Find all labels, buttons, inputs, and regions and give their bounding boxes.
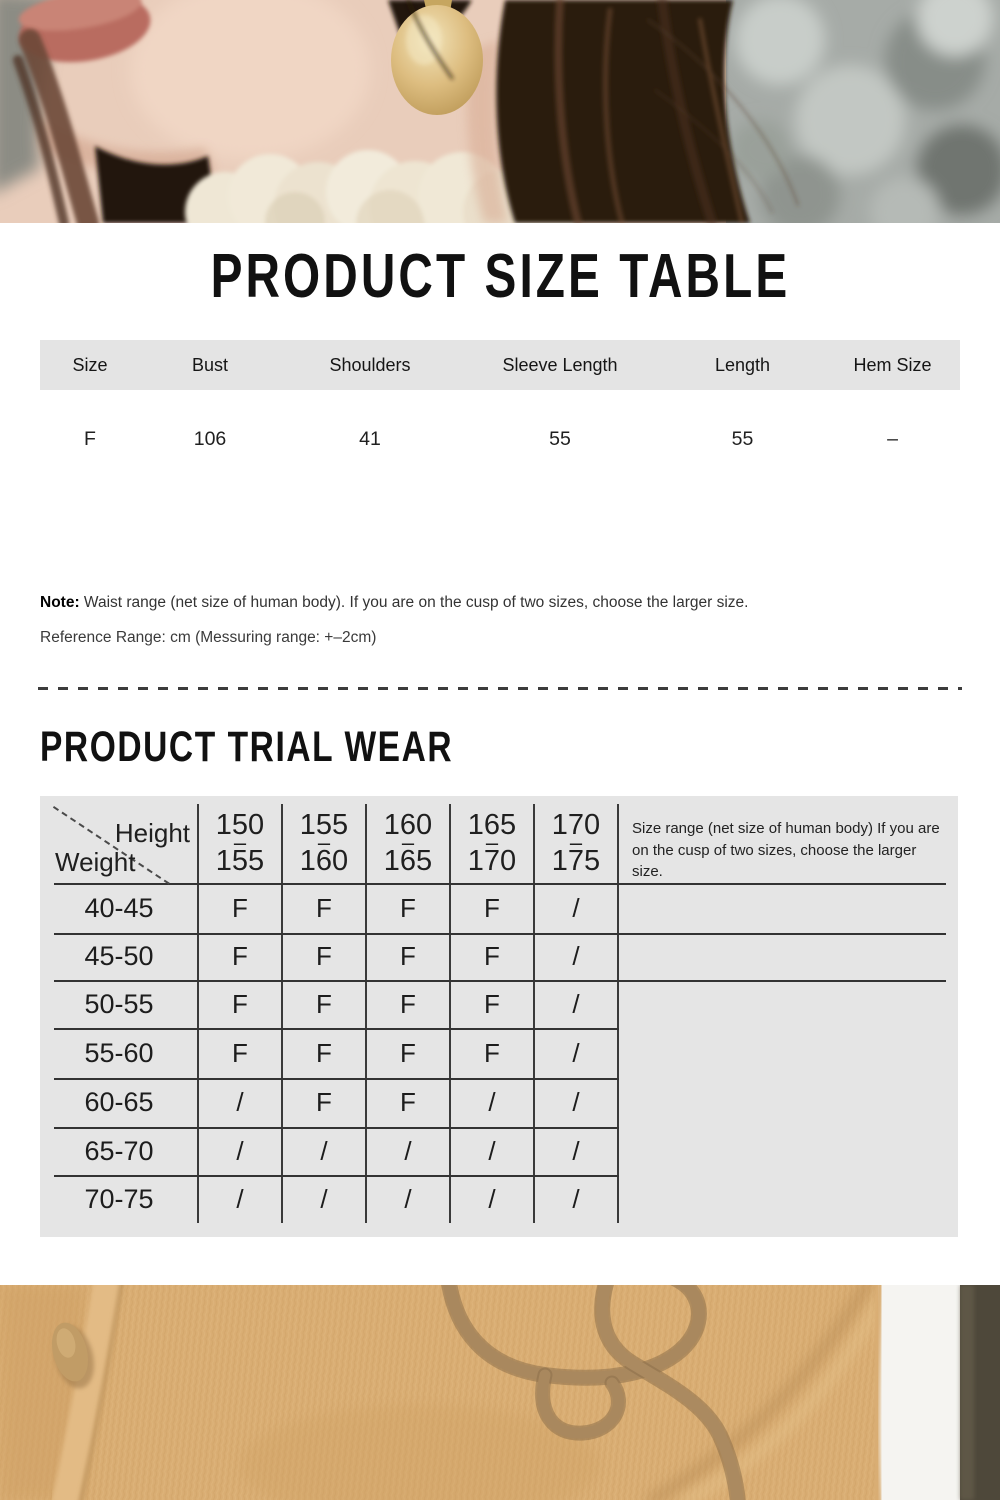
trial-wear-title: PRODUCT TRIAL WEAR	[40, 723, 454, 771]
column-header-sleeve-length: Sleeve Length	[502, 354, 618, 375]
note-text: Waist range (net size of human body). If…	[79, 594, 749, 611]
column-header-hem-size: Hem Size	[853, 354, 932, 375]
height-range-header: 170 – 175	[551, 809, 601, 877]
size-table-title: PRODUCT SIZE TABLE	[210, 242, 790, 311]
table-row: 60-65 / F F / /	[84, 1087, 580, 1117]
table-row: 50-55 F F F F /	[84, 988, 580, 1019]
dashed-divider	[38, 687, 962, 690]
product-photo-bottom	[0, 1285, 1000, 1500]
trial-size-range-note: Size range (net size of human body) If y…	[632, 820, 940, 880]
column-header-size: Size	[72, 354, 108, 375]
trial-wear-table: Height Weight 150 – 155 155 – 160 160 – …	[40, 796, 958, 1237]
table-grid-line	[533, 804, 535, 1223]
bust-value: 106	[193, 427, 227, 450]
table-grid-line	[54, 933, 946, 935]
size-value: F	[84, 427, 96, 450]
table-grid-line	[54, 980, 946, 982]
table-grid-line	[54, 1078, 619, 1080]
note-label: Note:	[40, 594, 80, 611]
placket-edge	[51, 1285, 122, 1500]
table-grid-line	[54, 1028, 619, 1030]
shoulders-value: 41	[359, 427, 381, 450]
table-row: 70-75 / / / / /	[84, 1183, 580, 1214]
table-grid-line	[365, 804, 367, 1223]
table-grid-line	[197, 804, 199, 1223]
hem-size-value: –	[887, 427, 898, 450]
reference-range-note: Reference Range: cm (Messuring range: +–…	[40, 629, 377, 646]
size-table-data-row: F 106 41 55 55 –	[40, 415, 960, 463]
length-value: 55	[731, 427, 754, 450]
table-row: 40-45 F F F F /	[84, 892, 580, 923]
column-header-length: Length	[714, 354, 771, 375]
table-grid-line	[449, 804, 451, 1223]
table-grid-line	[54, 1127, 619, 1129]
lips-shape	[18, 0, 151, 63]
weight-axis-label: Weight	[55, 847, 136, 877]
hero-photo-top	[0, 0, 1000, 223]
hair-right-shape	[496, 0, 750, 223]
gold-earring-shape	[391, 0, 483, 115]
knit-button	[51, 1322, 94, 1389]
table-grid-line	[54, 1175, 619, 1177]
column-header-shoulders: Shoulders	[329, 354, 411, 375]
height-range-header: 150 – 155	[215, 809, 265, 877]
height-range-header: 160 – 165	[383, 809, 433, 877]
height-range-header: 155 – 160	[299, 809, 349, 877]
table-grid-line	[617, 804, 619, 1223]
size-table-header-row: Size Bust Shoulders Sleeve Length Length…	[40, 340, 960, 390]
size-note: Note: Waist range (net size of human bod…	[40, 594, 960, 612]
table-row: 45-50 F F F F /	[84, 941, 580, 971]
column-header-bust: Bust	[191, 354, 229, 375]
height-range-header: 165 – 170	[467, 809, 517, 877]
table-grid-line	[281, 804, 283, 1223]
background-white-strip	[878, 1285, 966, 1500]
height-axis-label: Height	[114, 818, 190, 848]
table-row: 65-70 / / / / /	[84, 1135, 580, 1166]
table-grid-line	[54, 883, 946, 885]
sleeve-length-value: 55	[549, 427, 571, 450]
table-row: 55-60 F F F F /	[84, 1037, 580, 1068]
drawstring-cord	[441, 1285, 746, 1500]
